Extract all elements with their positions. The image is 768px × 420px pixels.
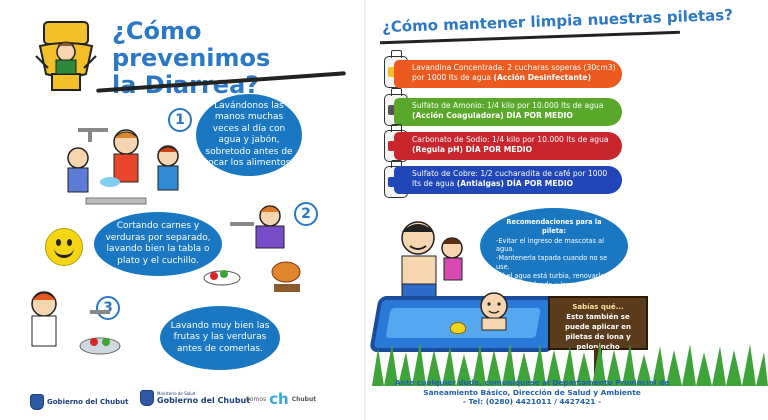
step-number-2: 2 xyxy=(294,202,318,226)
crest-icon xyxy=(140,390,154,406)
step-2-bubble: Cortando carnes y verduras por separado,… xyxy=(94,212,222,276)
product-2-text: Sulfato de Amonio: 1/4 kilo por 10.000 l… xyxy=(412,101,604,110)
person-washing-vegetables-illustration xyxy=(31,291,121,355)
recommendations-bubble: Recomendaciones para la pileta: -Evitar … xyxy=(480,208,628,297)
logo-ch-mark: ch xyxy=(269,390,289,408)
product-1-text: Lavandina Concentrada: 2 cucharas sopera… xyxy=(412,63,616,82)
product-4-bold: (Antialgas) DÍA POR MEDIO xyxy=(456,179,574,188)
logo-text-2: Gobierno del Chubut xyxy=(157,396,251,405)
logo-somos-chubut: Somos ch Chubut xyxy=(246,390,316,408)
logo-prefix: Somos xyxy=(246,395,267,403)
logo-gobierno-chubut-1: Gobierno del Chubut xyxy=(30,394,128,410)
footer-line-2: Saneamiento Básico, Dirección de Salud y… xyxy=(423,387,641,397)
title-line-1: ¿Cómo prevenimos xyxy=(112,17,271,72)
step-3-text: Lavando muy bien las frutas y las verdur… xyxy=(170,320,270,354)
rubber-duck-icon xyxy=(450,322,466,334)
product-3-bold: (Regula pH) DÍA POR MEDIO xyxy=(412,145,533,154)
logo-gobierno-chubut-2: Ministerio de Salud Gobierno del Chubut xyxy=(140,390,250,406)
pool-cleaning-panel: ¿Cómo mantener limpia nuestras piletas? … xyxy=(369,0,768,420)
recommendation-3: -Si el agua está turbia, renovarla. xyxy=(496,271,607,280)
step-number-1: 1 xyxy=(168,108,192,132)
product-4-text: Sulfato de Cobre: 1/2 cucharadita de caf… xyxy=(412,169,608,188)
smiley-face-icon xyxy=(45,228,83,266)
logo-text-3: Chubut xyxy=(291,395,317,403)
diarrhea-prevention-panel: ¿Cómo prevenimos la Diarrea? 1 Lavándono… xyxy=(0,0,360,420)
did-you-know-sign: Sabías qué... Esto también se puede apli… xyxy=(548,296,648,351)
product-item-2: Sulfato de Amonio: 1/4 kilo por 10.000 l… xyxy=(394,98,622,126)
sign-title: Sabías qué... xyxy=(572,303,624,311)
crest-icon xyxy=(30,394,44,410)
section-title: ¿Cómo mantener limpia nuestras piletas? xyxy=(381,5,734,37)
grass-decoration xyxy=(372,342,768,386)
recommendation-1: -Evitar el ingreso de mascotas al agua. xyxy=(496,236,605,254)
recommendations-title: Recomendaciones para la pileta: xyxy=(506,218,602,235)
step-number-3: 3 xyxy=(96,296,120,320)
step-2-text: Cortando carnes y verduras por separado,… xyxy=(105,221,211,266)
recommendation-4: -Cepillar el fondo y las paredes de la p… xyxy=(496,280,609,298)
product-item-1: Lavandina Concentrada: 2 cucharas sopera… xyxy=(394,60,622,88)
kids-washing-hands-illustration xyxy=(67,128,179,205)
footer-line-3: - Tel: (0280) 4421011 / 4427421 - xyxy=(462,397,602,406)
product-3-text: Carbonato de Sodio: 1/4 kilo por 10.000 … xyxy=(412,135,609,144)
logo-small-text: Ministerio de Salud xyxy=(157,391,196,396)
sign-text: Esto también se puede aplicar en piletas… xyxy=(565,313,631,351)
step-1-bubble: Lavándonos las manos muchas veces al día… xyxy=(196,94,302,176)
step-3-bubble: Lavando muy bien las frutas y las verdur… xyxy=(160,306,280,370)
panel-divider xyxy=(364,0,366,420)
footer-line-1: Ante cualquier duda, comuníquese al Depa… xyxy=(394,378,670,387)
baby-in-pool-illustration xyxy=(480,292,508,331)
product-item-4: Sulfato de Cobre: 1/2 cucharadita de caf… xyxy=(394,166,622,194)
cooking-illustration xyxy=(203,205,301,292)
product-item-3: Carbonato de Sodio: 1/4 kilo por 10.000 … xyxy=(394,132,622,160)
step-1-text: Lavándonos las manos muchas veces al día… xyxy=(204,100,294,169)
contact-footer: Ante cualquier duda, comuníquese al Depa… xyxy=(382,378,682,407)
product-1-bold: (Acción Desinfectante) xyxy=(493,73,592,82)
toilet-cartoon-icon xyxy=(35,21,97,91)
logo-text-1: Gobierno del Chubut xyxy=(47,398,129,406)
product-2-bold: (Acción Coaguladora) DÍA POR MEDIO xyxy=(412,111,573,120)
recommendation-2: -Mantenerla tapada cuando no se use. xyxy=(496,254,608,271)
